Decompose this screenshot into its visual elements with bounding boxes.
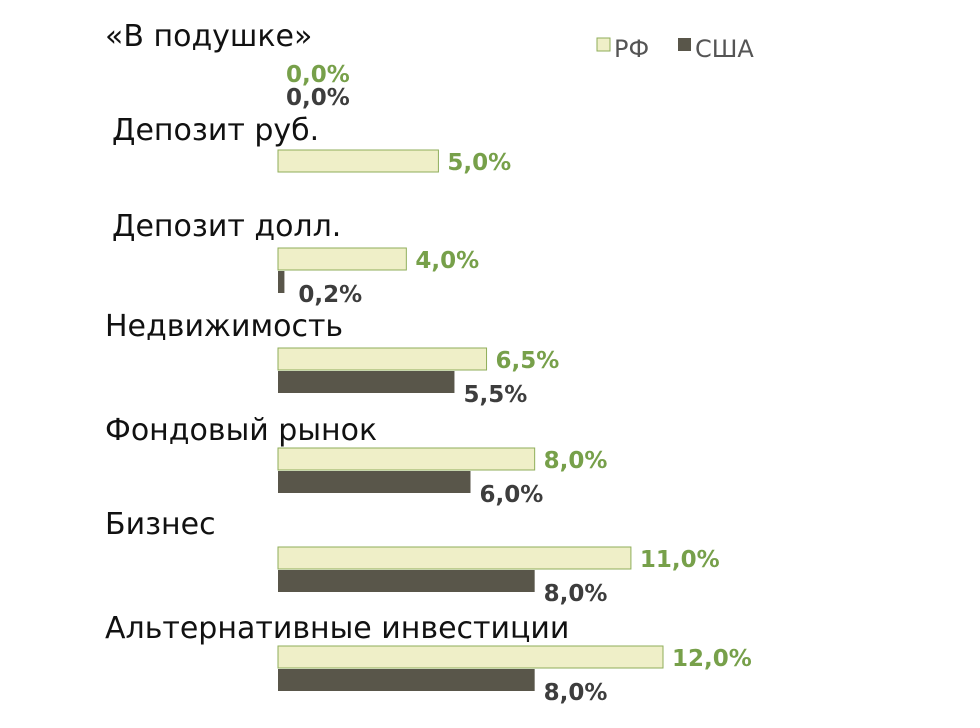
legend-swatch-usa — [678, 38, 691, 51]
bars — [277, 149, 664, 691]
legend-label-usa: США — [695, 35, 754, 63]
legend-swatch-rf — [596, 37, 611, 52]
value-label-rf: 11,0% — [640, 547, 720, 573]
category-label: Альтернативные инвестиции — [105, 611, 569, 646]
bar-rf — [277, 645, 664, 669]
value-label-rf: 12,0% — [672, 646, 752, 672]
legend-label-rf: РФ — [614, 35, 649, 63]
category-label: Недвижимость — [105, 309, 343, 344]
value-label-usa: 0,0% — [286, 85, 350, 111]
value-label-usa: 6,0% — [480, 482, 544, 508]
category-label: Депозит долл. — [112, 209, 341, 244]
value-label-usa: 8,0% — [544, 581, 608, 607]
value-label-usa: 8,0% — [544, 680, 608, 706]
value-label-usa: 0,2% — [298, 282, 362, 308]
category-label: Депозит руб. — [112, 113, 319, 148]
bar-usa — [278, 271, 285, 293]
value-label-rf: 8,0% — [544, 448, 608, 474]
value-label-rf: 0,0% — [286, 62, 350, 88]
bar-rf — [277, 149, 439, 173]
bar-usa — [278, 669, 535, 691]
bar-rf — [277, 546, 632, 570]
value-label-rf: 4,0% — [415, 248, 479, 274]
value-label-usa: 5,5% — [463, 382, 527, 408]
category-labels: «В подушке» Депозит руб. Депозит долл. Недв… — [105, 19, 569, 646]
category-label: Бизнес — [105, 507, 216, 542]
bar-usa — [278, 570, 535, 592]
bar-usa — [278, 371, 455, 393]
value-label-rf: 5,0% — [447, 150, 511, 176]
category-label: Фондовый рынок — [105, 413, 377, 448]
value-labels: 0,0% 5,0% 4,0% 6,5% 8,0% 11,0% 12,0% 0,0% 0,2% 5,… — [286, 62, 752, 706]
bar-rf — [277, 347, 488, 371]
category-label: «В подушке» — [105, 19, 312, 54]
legend: РФ США — [596, 35, 754, 63]
value-label-rf: 6,5% — [496, 348, 560, 374]
bar-rf — [277, 447, 536, 471]
bar-rf — [277, 247, 407, 271]
bar-usa — [278, 471, 471, 493]
